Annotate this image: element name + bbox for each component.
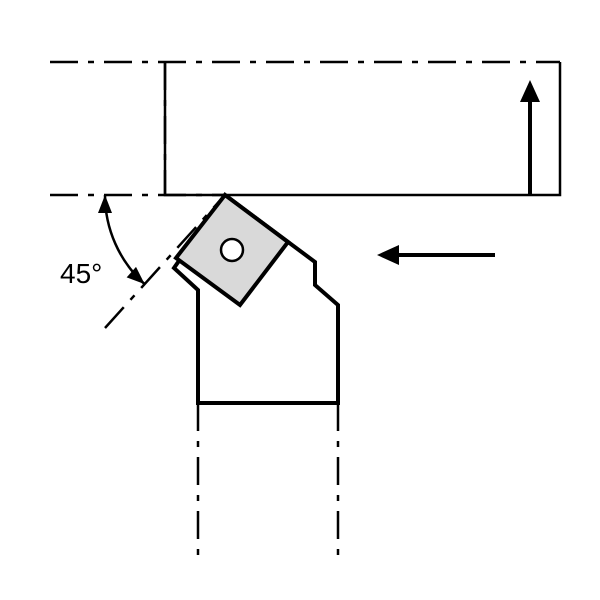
arrowhead-icon bbox=[520, 80, 540, 102]
angle-indicator: 45° bbox=[60, 195, 145, 289]
feed-direction-arrow-horizontal bbox=[377, 245, 495, 265]
insert-screw-hole bbox=[221, 239, 243, 261]
feed-direction-arrow-vertical bbox=[520, 80, 540, 195]
construction-lines bbox=[50, 62, 560, 565]
workpiece-outline bbox=[165, 62, 560, 195]
tool-geometry-diagram: 45° bbox=[0, 0, 600, 600]
angle-arrowhead-icon bbox=[98, 195, 112, 213]
angle-label: 45° bbox=[60, 258, 102, 289]
arrowhead-icon bbox=[377, 245, 399, 265]
